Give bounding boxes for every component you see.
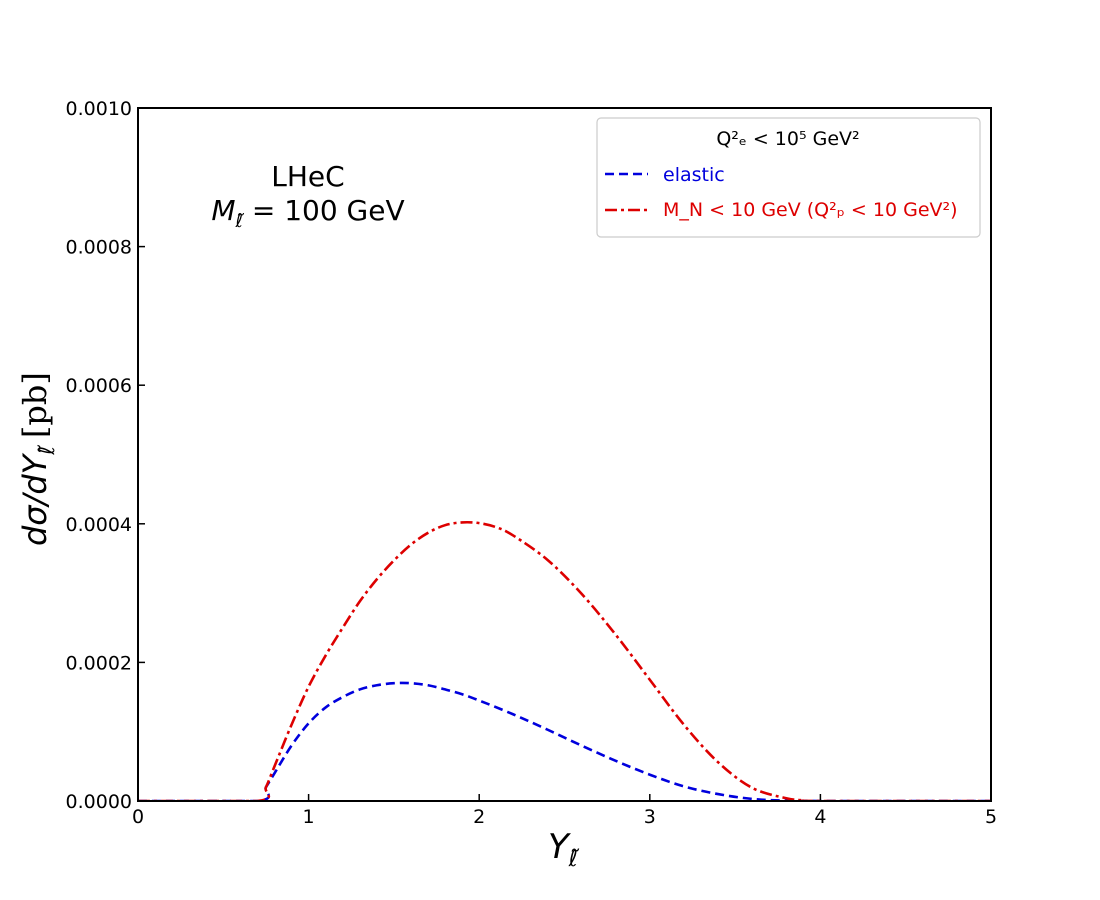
series-line-elastic: [138, 681, 991, 801]
x-tick-label: 1: [303, 806, 315, 828]
annotation-line-2: Mℓ̃ = 100 GeV: [211, 194, 404, 232]
x-tick-label: 2: [473, 806, 485, 828]
x-tick-label: 3: [644, 806, 656, 828]
y-tick-label: 0.0010: [66, 98, 132, 120]
y-axis-title: dσ/dYℓ̃[pb]: [16, 372, 59, 546]
series-line-inelastic: [138, 520, 991, 801]
legend-label-inelastic: M_N < 10 GeV (Q²ₚ < 10 GeV²): [663, 199, 958, 221]
x-tick-label: 4: [814, 806, 826, 828]
ticks-layer: 0 1 2 3 4 5 0.0000 0.0002 0.0004 0.0006 0.0008 0.00…: [66, 98, 998, 828]
x-axis-title: Yℓ̃: [548, 827, 580, 872]
annotation-line-1: LHeC: [271, 160, 344, 193]
y-tick-label: 0.0000: [66, 791, 132, 813]
legend: Q²ₑ < 10⁵ GeV² elastic M_N < 10 GeV (Q²ₚ…: [596, 117, 981, 238]
x-tick-label: 5: [985, 806, 997, 828]
legend-title: Q²ₑ < 10⁵ GeV²: [716, 128, 859, 150]
y-tick-label: 0.0004: [66, 514, 132, 536]
series-layer: [138, 520, 991, 801]
y-tick-label: 0.0008: [66, 237, 132, 259]
legend-label-elastic: elastic: [663, 164, 725, 186]
y-tick-label: 0.0006: [66, 375, 132, 397]
x-tick-label: 0: [132, 806, 144, 828]
legend-box: [596, 117, 981, 238]
axes-frame: [137, 107, 992, 802]
y-tick-label: 0.0002: [66, 652, 132, 674]
